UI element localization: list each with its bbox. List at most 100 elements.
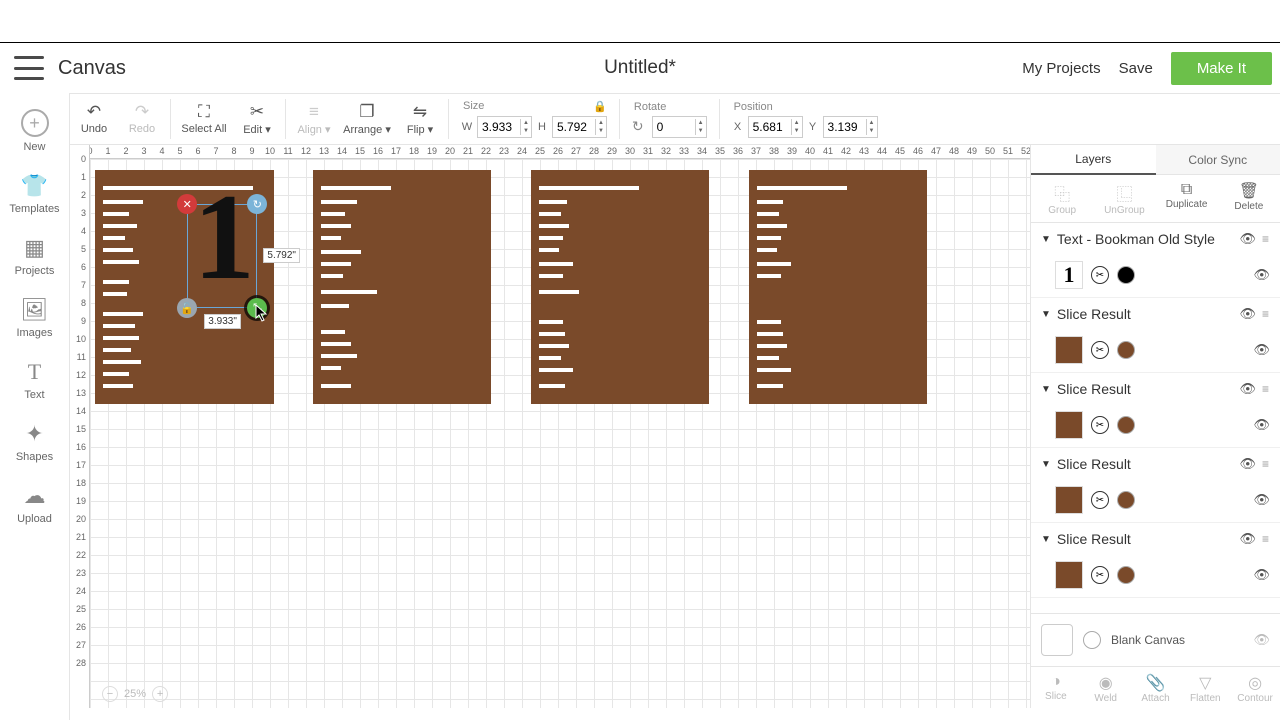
visibility-icon[interactable]: 👁 [1253, 342, 1270, 358]
attach-label: Attach [1141, 693, 1169, 704]
layer-header[interactable]: ▼Slice Result👁≡ [1031, 523, 1280, 555]
tab-color-sync[interactable]: Color Sync [1156, 145, 1280, 175]
color-swatch[interactable] [1117, 266, 1135, 284]
height-input[interactable]: ▲▼ [552, 116, 607, 138]
zoom-out-icon[interactable]: − [102, 686, 118, 702]
layers-list: ▼Text - Bookman Old Style👁≡ 1✂👁▼Slice Re… [1031, 223, 1280, 613]
select-all-icon: ⛶ [198, 103, 210, 120]
color-swatch[interactable] [1117, 341, 1135, 359]
blank-canvas-row[interactable]: Blank Canvas 👁 [1031, 613, 1280, 666]
align-label: Align ▾ [297, 123, 330, 136]
arrange-label: Arrange ▾ [343, 123, 391, 136]
templates-label: Templates [9, 203, 59, 215]
visibility-icon[interactable]: 👁 [1239, 531, 1256, 547]
layer-header[interactable]: ▼Text - Bookman Old Style👁≡ [1031, 223, 1280, 255]
weld-icon: ◉ [1099, 673, 1113, 693]
attach-button[interactable]: 📎Attach [1131, 667, 1181, 708]
visibility-icon[interactable]: 👁 [1253, 267, 1270, 283]
drag-icon[interactable]: ≡ [1262, 232, 1270, 246]
slice-button[interactable]: ◑Slice [1031, 667, 1081, 708]
visibility-icon[interactable]: 👁 [1253, 492, 1270, 508]
delete-button[interactable]: 🗑Delete [1218, 175, 1280, 222]
layer-header[interactable]: ▼Slice Result👁≡ [1031, 373, 1280, 405]
templates-button[interactable]: 👕Templates [0, 163, 70, 225]
linetype-icon[interactable]: ✂ [1091, 491, 1109, 509]
my-projects-link[interactable]: My Projects [1022, 60, 1100, 77]
document-title: Untitled* [604, 57, 676, 79]
slice-label: Slice [1045, 691, 1067, 702]
drag-icon[interactable]: ≡ [1262, 457, 1270, 471]
brand-label: Canvas [58, 57, 126, 80]
make-it-button[interactable]: Make It [1171, 52, 1272, 85]
delete-icon: 🗑 [1239, 181, 1259, 201]
linetype-icon[interactable]: ✂ [1091, 266, 1109, 284]
visibility-icon[interactable]: 👁 [1239, 306, 1256, 322]
drag-icon[interactable]: ≡ [1262, 532, 1270, 546]
y-input[interactable]: ▲▼ [823, 116, 878, 138]
select-all-button[interactable]: ⛶Select All [175, 93, 233, 145]
color-swatch[interactable] [1117, 566, 1135, 584]
blank-canvas-swatch [1041, 624, 1073, 656]
color-swatch[interactable] [1117, 491, 1135, 509]
group-button[interactable]: ⿻Group [1031, 175, 1093, 222]
visibility-icon[interactable]: 👁 [1253, 417, 1270, 433]
upload-button[interactable]: ☁Upload [0, 473, 70, 535]
visibility-icon[interactable]: 👁 [1253, 567, 1270, 583]
new-button[interactable]: +New [0, 99, 70, 163]
canvas-grid[interactable]: 1✕↻🔓⤡3.933"5.792" [90, 159, 1030, 708]
canvas-area[interactable]: 0123456789101112131415161718192021222324… [70, 145, 1030, 708]
x-input[interactable]: ▲▼ [748, 116, 803, 138]
linetype-icon[interactable]: ✂ [1091, 566, 1109, 584]
layer-item[interactable]: ✂👁 [1031, 330, 1280, 372]
color-swatch[interactable] [1117, 416, 1135, 434]
topbar: Canvas Untitled* My Projects Save Make I… [0, 43, 1280, 93]
layer-header[interactable]: ▼Slice Result👁≡ [1031, 298, 1280, 330]
duplicate-button[interactable]: ⧉Duplicate [1156, 175, 1218, 222]
undo-button[interactable]: ↶Undo [70, 93, 118, 145]
layer-item[interactable]: 1✂👁 [1031, 255, 1280, 297]
linetype-icon[interactable]: ✂ [1091, 341, 1109, 359]
slice-icon: ◑ [1051, 673, 1061, 691]
tab-layers[interactable]: Layers [1031, 145, 1156, 175]
flip-button[interactable]: ⇋ Flip ▾ [396, 93, 444, 145]
hidden-icon[interactable]: 👁 [1253, 632, 1270, 648]
flatten-button[interactable]: ▽Flatten [1180, 667, 1230, 708]
rotate-input[interactable]: ▲▼ [652, 116, 707, 138]
save-link[interactable]: Save [1119, 60, 1153, 77]
lock-icon[interactable]: 🔒 [593, 100, 607, 113]
menu-icon[interactable] [14, 56, 44, 80]
flip-label: Flip ▾ [407, 123, 433, 136]
zoom-control[interactable]: − 25% + [102, 686, 168, 702]
drag-icon[interactable]: ≡ [1262, 307, 1270, 321]
rotate-label: Rotate [632, 101, 707, 113]
contour-button[interactable]: ◎Contour [1230, 667, 1280, 708]
width-input[interactable]: ▲▼ [477, 116, 532, 138]
layer-item[interactable]: ✂👁 [1031, 480, 1280, 522]
visibility-icon[interactable]: 👁 [1239, 231, 1256, 247]
ungroup-button[interactable]: ⿺UnGroup [1093, 175, 1155, 222]
flip-icon: ⇋ [413, 103, 427, 120]
drag-icon[interactable]: ≡ [1262, 382, 1270, 396]
delete-label: Delete [1234, 201, 1263, 212]
arrange-button[interactable]: ❐Arrange ▾ [338, 93, 396, 145]
redo-button[interactable]: ↷Redo [118, 93, 166, 145]
new-label: New [23, 141, 45, 153]
layer-thumb [1055, 411, 1083, 439]
edit-button[interactable]: ✂Edit ▾ [233, 93, 281, 145]
align-button[interactable]: ≡Align ▾ [290, 93, 338, 145]
layer-header[interactable]: ▼Slice Result👁≡ [1031, 448, 1280, 480]
rotate-group: Rotate ↻ ▲▼ [624, 93, 715, 145]
projects-button[interactable]: ▦Projects [0, 225, 70, 287]
images-button[interactable]: 🖼Images [0, 287, 70, 349]
weld-button[interactable]: ◉Weld [1081, 667, 1131, 708]
linetype-icon[interactable]: ✂ [1091, 416, 1109, 434]
text-button[interactable]: TText [0, 349, 70, 411]
visibility-icon[interactable]: 👁 [1239, 456, 1256, 472]
duplicate-icon: ⧉ [1181, 181, 1192, 199]
layer-item[interactable]: ✂👁 [1031, 555, 1280, 597]
visibility-icon[interactable]: 👁 [1239, 381, 1256, 397]
zoom-in-icon[interactable]: + [152, 686, 168, 702]
layer-item[interactable]: ✂👁 [1031, 405, 1280, 447]
shapes-button[interactable]: ✦Shapes [0, 411, 70, 473]
blank-canvas-circle [1083, 631, 1101, 649]
